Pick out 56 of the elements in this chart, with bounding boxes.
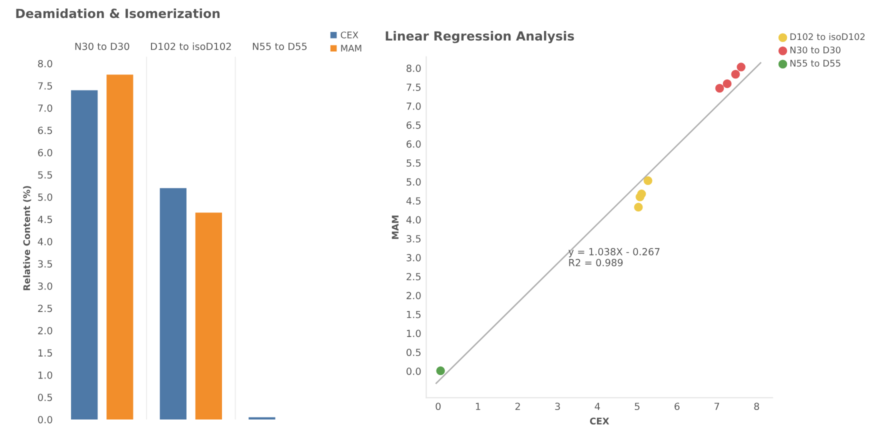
y-tick-label: 5.5 (38, 171, 52, 179)
y-tick-label: 2.0 (38, 326, 52, 334)
legend-label: MAM (341, 44, 362, 52)
x-tick-label: D102 to isoD102 (151, 42, 231, 50)
y-tick-label: 5.5 (406, 159, 421, 167)
y-tick-label: 0.0 (38, 416, 52, 424)
y-tick-label: 2.0 (406, 292, 421, 300)
y-tick-label: 7.5 (38, 82, 52, 90)
x-axis-title: CEX (590, 418, 610, 424)
y-axis-title: MAM (392, 216, 398, 239)
y-axis-title: Relative Content (%) (23, 186, 32, 290)
y-tick-label: 2.5 (406, 272, 421, 280)
y-tick-label: 1.5 (38, 349, 52, 357)
y-tick-label: 6.0 (406, 140, 421, 148)
y-tick-label: 4.5 (406, 197, 421, 205)
y-tick-label: 6.0 (38, 148, 52, 156)
y-tick-label: 0.5 (406, 348, 421, 356)
x-tick-label: 2 (515, 402, 520, 410)
y-tick-label: 6.5 (406, 121, 421, 129)
x-tick-label: 6 (674, 402, 680, 410)
y-tick-label: 7.0 (38, 104, 52, 112)
y-tick-label: 3.5 (38, 260, 52, 268)
y-tick-label: 5.0 (38, 193, 52, 201)
y-tick-label: 4.0 (38, 238, 52, 246)
y-tick-label: 4.0 (406, 216, 421, 224)
y-tick-label: 1.0 (406, 330, 421, 338)
chart-title: Linear Regression Analysis (386, 30, 574, 44)
y-tick-label: 3.0 (406, 254, 421, 262)
x-tick-label: 0 (436, 402, 441, 410)
x-tick-label: 3 (555, 402, 560, 410)
x-tick-label: N30 to D30 (75, 42, 130, 50)
annotation: y = 1.038X - 0.267 R2 = 0.989 (568, 248, 660, 266)
x-tick-label: 7 (714, 402, 720, 410)
y-tick-label: 7.5 (406, 84, 421, 91)
legend-label: CEX (340, 32, 358, 38)
y-tick-label: 1.5 (406, 310, 421, 318)
y-tick-label: 8.0 (38, 60, 52, 68)
y-tick-label: 0.5 (38, 394, 52, 402)
y-tick-label: 5.0 (406, 178, 421, 186)
y-tick-label: 3.5 (406, 235, 421, 242)
y-tick-label: 8.0 (406, 64, 421, 72)
y-tick-label: 7.0 (406, 102, 421, 110)
legend-label: N55 to D55 (790, 60, 840, 67)
y-tick-label: 4.5 (38, 216, 52, 224)
x-tick-label: 4 (594, 402, 600, 410)
x-tick-label: 1 (476, 402, 480, 410)
legend-label: D102 to isoD102 (790, 33, 865, 40)
x-tick-label: N55 to D55 (252, 42, 307, 50)
x-tick-label: 8 (754, 402, 760, 410)
x-tick-label: 5 (634, 402, 640, 410)
y-tick-label: 0.0 (406, 368, 421, 375)
y-tick-label: 3.0 (38, 282, 52, 290)
y-tick-label: 6.5 (38, 126, 52, 134)
chart-title: Deamidation & Isomerization (16, 8, 220, 18)
y-tick-label: 2.5 (38, 304, 52, 312)
y-tick-label: 1.0 (38, 371, 52, 379)
